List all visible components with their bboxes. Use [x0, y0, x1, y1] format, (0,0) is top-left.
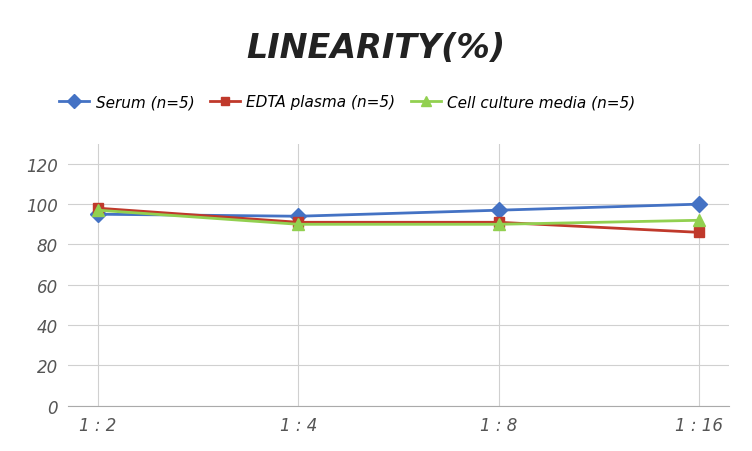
Cell culture media (n=5) [695, 218, 704, 224]
Serum (n=5) [294, 214, 303, 220]
Cell culture media (n=5) [93, 208, 102, 213]
Legend: Serum (n=5), EDTA plasma (n=5), Cell culture media (n=5): Serum (n=5), EDTA plasma (n=5), Cell cul… [53, 89, 641, 116]
Line: Serum (n=5): Serum (n=5) [92, 199, 705, 222]
EDTA plasma (n=5) [294, 220, 303, 226]
Cell culture media (n=5) [294, 222, 303, 227]
EDTA plasma (n=5) [695, 230, 704, 235]
Serum (n=5) [695, 202, 704, 207]
EDTA plasma (n=5) [93, 206, 102, 212]
Cell culture media (n=5) [494, 222, 503, 227]
Serum (n=5) [93, 212, 102, 217]
Line: EDTA plasma (n=5): EDTA plasma (n=5) [93, 204, 704, 238]
Serum (n=5) [494, 208, 503, 213]
EDTA plasma (n=5) [494, 220, 503, 226]
Text: LINEARITY(%): LINEARITY(%) [247, 32, 505, 64]
Line: Cell culture media (n=5): Cell culture media (n=5) [92, 205, 705, 230]
